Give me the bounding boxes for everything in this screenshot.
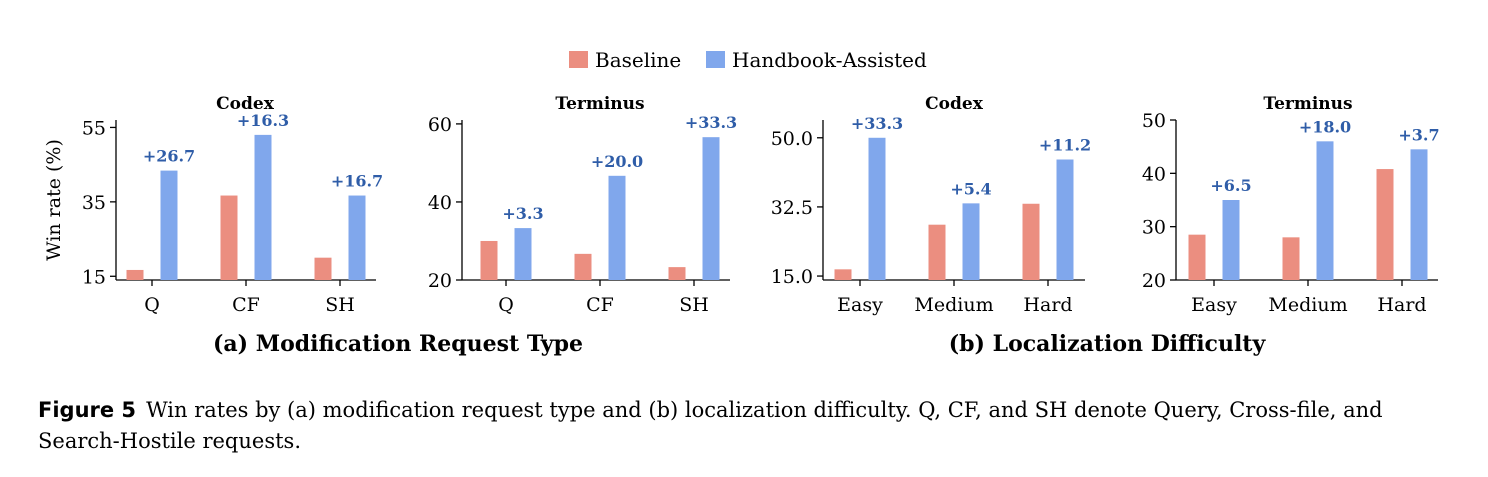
y-tick-label: 55 (82, 117, 106, 139)
y-tick-label: 30 (1142, 217, 1166, 239)
y-tick-label: 60 (428, 114, 452, 136)
x-tick-label: CF (586, 294, 614, 316)
x-tick-label: Medium (1268, 294, 1347, 316)
panel-title: Terminus (1263, 94, 1352, 114)
legend-label-assisted: Handbook-Assisted (732, 48, 927, 72)
bar-assisted (514, 228, 532, 280)
delta-label: +18.0 (1299, 117, 1351, 136)
group-title-b: (b) Localization Difficulty (949, 331, 1267, 357)
bar-assisted (160, 170, 178, 280)
delta-label: +16.7 (331, 172, 383, 191)
legend-swatch-assisted (706, 51, 725, 68)
delta-label: +33.3 (685, 113, 737, 132)
bar-baseline (1376, 169, 1394, 280)
bar-assisted (608, 175, 626, 280)
bar-assisted (1056, 159, 1074, 280)
figure-caption-label: Figure 5 (38, 398, 137, 422)
chart-panel-2: Terminus 20 40 60 Q +3.3 CF +20.0 SH +33.3 (428, 94, 737, 316)
x-tick-label: Hard (1377, 294, 1426, 316)
chart-panel-3: Codex 15.0 32.5 50.0 Easy +33.3 Medium +5.4 Hard… (771, 94, 1092, 316)
chart-panel-1: Codex 15 35 55 Win rate (%) Q +26.7 CF +16.3 SH +1… (43, 94, 383, 316)
bar-baseline (480, 240, 498, 280)
y-tick-label: 20 (428, 270, 452, 292)
delta-label: +16.3 (237, 111, 289, 130)
bar-assisted (1410, 149, 1428, 280)
x-tick-label: SH (679, 294, 709, 316)
y-tick-label: 50 (1142, 110, 1166, 132)
bar-baseline (574, 253, 592, 280)
y-tick-label: 50.0 (771, 128, 813, 150)
delta-label: +6.5 (1210, 176, 1251, 195)
y-axis-title: Win rate (%) (43, 139, 65, 261)
figure-caption-text: Win rates by (a) modification request ty… (38, 398, 1383, 453)
y-tick-label: 15 (82, 266, 106, 288)
legend: Baseline Handbook-Assisted (569, 48, 927, 72)
delta-label: +3.7 (1398, 125, 1439, 144)
x-tick-label: Q (498, 294, 514, 316)
delta-label: +20.0 (591, 152, 643, 171)
delta-label: +5.4 (950, 179, 991, 198)
bar-baseline (314, 257, 332, 280)
delta-label: +33.3 (851, 114, 903, 133)
y-tick-label: 35 (82, 192, 106, 214)
x-tick-label: CF (232, 294, 260, 316)
y-tick-label: 32.5 (771, 197, 813, 219)
x-tick-label: Easy (837, 294, 883, 316)
panel-title: Terminus (555, 94, 644, 114)
figure-caption: Figure 5 Win rates by (a) modification re… (38, 395, 1454, 457)
group-title-a: (a) Modification Request Type (213, 331, 583, 357)
bar-assisted (868, 137, 886, 280)
chart-panels: Codex 15 35 55 Win rate (%) Q +26.7 CF +16.3 SH +1… (43, 94, 1440, 316)
x-tick-label: Easy (1191, 294, 1237, 316)
bar-baseline (126, 269, 144, 280)
bar-baseline (1022, 203, 1040, 280)
y-tick-label: 40 (428, 192, 452, 214)
x-tick-label: Q (144, 294, 160, 316)
panel-title: Codex (216, 94, 275, 114)
bar-baseline (668, 267, 686, 280)
delta-label: +11.2 (1039, 136, 1091, 155)
y-tick-label: 20 (1142, 270, 1166, 292)
x-tick-label: Medium (914, 294, 993, 316)
x-tick-label: Hard (1023, 294, 1072, 316)
bar-baseline (834, 269, 852, 280)
bar-assisted (254, 134, 272, 280)
bar-baseline (220, 195, 238, 280)
bar-baseline (928, 224, 946, 280)
bar-baseline (1282, 237, 1300, 280)
chart-panel-4: Terminus 20 30 40 50 Easy +6.5 Medium +18.0 Hard +… (1142, 94, 1440, 316)
bar-assisted (1316, 141, 1334, 280)
bar-assisted (702, 137, 720, 280)
y-tick-label: 15.0 (771, 266, 813, 288)
panel-title: Codex (925, 94, 984, 114)
delta-label: +26.7 (143, 147, 195, 166)
bar-assisted (348, 195, 366, 280)
legend-swatch-baseline (569, 51, 588, 68)
bar-assisted (1222, 200, 1240, 280)
x-tick-label: SH (325, 294, 355, 316)
delta-label: +3.3 (502, 204, 543, 223)
figure-canvas: Baseline Handbook-Assisted Codex 15 35 55 Wi… (43, 48, 1440, 357)
legend-label-baseline: Baseline (595, 48, 681, 72)
bar-assisted (962, 203, 980, 280)
y-tick-label: 40 (1142, 163, 1166, 185)
bar-baseline (1188, 234, 1206, 280)
